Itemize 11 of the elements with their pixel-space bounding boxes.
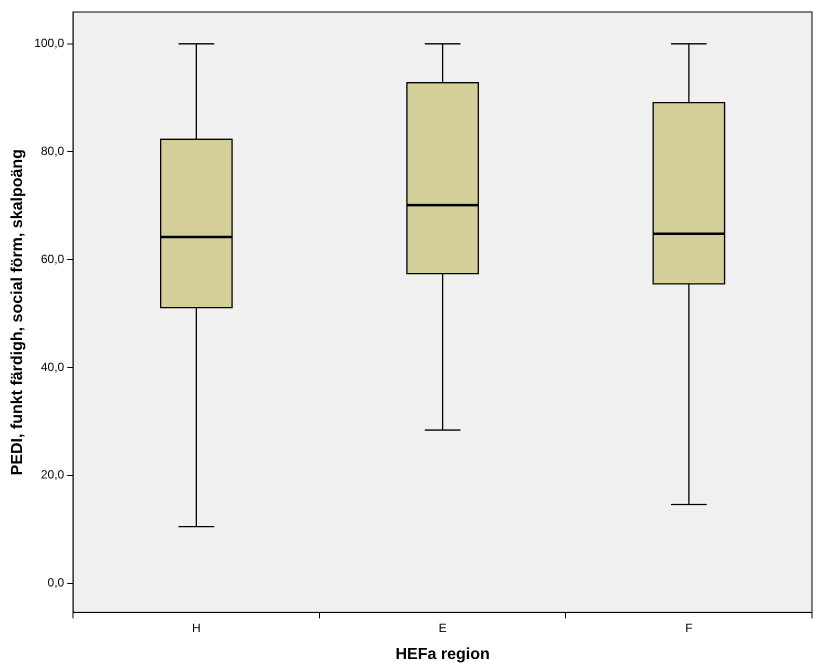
y-tick-label: 0,0 — [48, 576, 65, 590]
y-tick-label: 40,0 — [40, 360, 65, 374]
y-tick-label: 60,0 — [40, 252, 65, 266]
x-axis-title: HEFa region — [395, 646, 490, 663]
y-tick-label: 80,0 — [40, 144, 65, 158]
y-tick-label: 20,0 — [40, 468, 65, 482]
y-axis-title: PEDI, funkt färdigh, social förm, skalpoäng — [9, 149, 26, 476]
x-tick-label: E — [438, 620, 447, 635]
y-tick-label: 100,0 — [34, 36, 65, 50]
x-tick-label: H — [192, 620, 201, 635]
x-tick-label: F — [685, 620, 693, 635]
